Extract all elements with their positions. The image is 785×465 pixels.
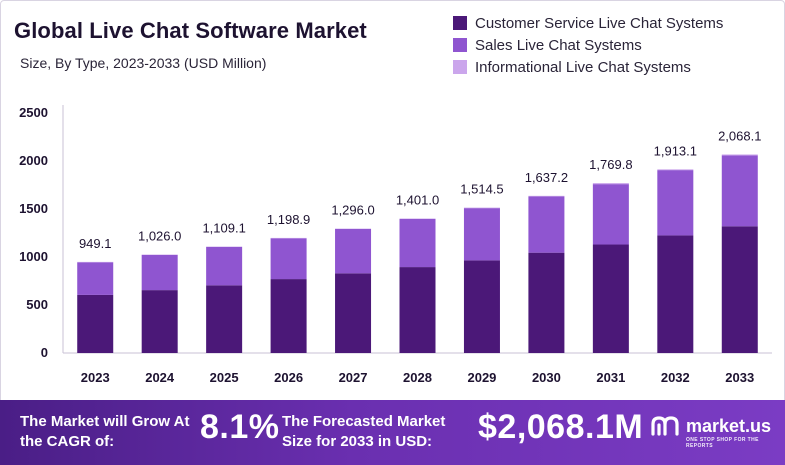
y-tick-label: 0 — [41, 345, 48, 360]
stacked-bar-chart: 0 500 1000 1500 2000 2500 949.1 2023 1,026.0 2024… — [19, 105, 772, 385]
legend-item-informational: Informational Live Chat Systems — [453, 56, 723, 78]
chart-title: Global Live Chat Software Market — [14, 18, 367, 43]
y-tick-label: 1000 — [19, 249, 48, 264]
bar-segment-informational — [592, 183, 629, 185]
bar-total-label: 1,637.2 — [525, 170, 568, 185]
brand-logo: market.us ONE STOP SHOP FOR THE REPORTS — [650, 414, 780, 449]
brand-tagline: ONE STOP SHOP FOR THE REPORTS — [686, 437, 759, 449]
bar-segment-sales — [463, 208, 500, 261]
bar-segment-sales — [528, 196, 565, 253]
x-tick-label: 2025 — [210, 370, 239, 385]
legend: Customer Service Live Chat Systems Sales… — [453, 12, 723, 78]
bar-segment-customer-service — [721, 226, 758, 353]
legend-label-informational: Informational Live Chat Systems — [475, 58, 691, 76]
bar-total-label: 2,068.1 — [718, 128, 761, 143]
y-tick-label: 1500 — [19, 201, 48, 216]
legend-item-sales: Sales Live Chat Systems — [453, 34, 723, 56]
x-tick-label: 2026 — [274, 370, 303, 385]
bar-segment-sales — [335, 228, 372, 274]
bar-total-label: 1,026.0 — [138, 229, 181, 244]
x-tick-label: 2024 — [145, 370, 175, 385]
bar-segment-customer-service — [463, 260, 500, 353]
bar-segment-informational — [463, 207, 500, 209]
legend-swatch-customer-service — [453, 16, 467, 30]
bar-total-label: 949.1 — [79, 236, 112, 251]
cagr-value: 8.1% — [200, 408, 280, 446]
x-tick-label: 2033 — [725, 370, 754, 385]
bar-segment-customer-service — [657, 235, 694, 353]
x-tick-label: 2027 — [339, 370, 368, 385]
bar-total-label: 1,514.5 — [460, 182, 503, 197]
footer-banner: The Market will Grow At the CAGR of: 8.1… — [0, 400, 785, 465]
forecast-caption: The Forecasted Market Size for 2033 in U… — [282, 413, 446, 450]
x-tick-label: 2031 — [596, 370, 625, 385]
bar-total-label: 1,296.0 — [331, 203, 374, 218]
bar-segment-sales — [270, 238, 307, 280]
x-tick-label: 2029 — [467, 370, 496, 385]
x-tick-label: 2030 — [532, 370, 561, 385]
brand-name: market.us — [686, 415, 772, 436]
bar-segment-customer-service — [206, 285, 243, 353]
bar-segment-customer-service — [592, 244, 629, 353]
market-us-logo-icon — [651, 416, 679, 436]
bar-segment-sales — [399, 218, 436, 268]
bar-total-label: 1,198.9 — [267, 212, 310, 227]
forecast-value: $2,068.1M — [478, 408, 644, 446]
bar-segment-informational — [721, 154, 758, 156]
bar-segment-sales — [657, 170, 694, 236]
x-tick-label: 2023 — [81, 370, 110, 385]
bar-total-label: 1,769.8 — [589, 157, 632, 172]
bar-segment-customer-service — [335, 273, 372, 353]
bar-total-label: 1,109.1 — [202, 221, 245, 236]
x-tick-label: 2028 — [403, 370, 432, 385]
chart-subtitle: Size, By Type, 2023-2033 (USD Million) — [20, 55, 267, 71]
bar-segment-sales — [721, 155, 758, 227]
y-tick-label: 2500 — [19, 105, 48, 120]
bar-segment-sales — [206, 246, 243, 286]
legend-item-customer-service: Customer Service Live Chat Systems — [453, 12, 723, 34]
bar-segment-sales — [592, 184, 629, 245]
legend-swatch-sales — [453, 38, 467, 52]
legend-label-customer-service: Customer Service Live Chat Systems — [475, 14, 724, 32]
y-tick-label: 500 — [26, 297, 48, 312]
bar-segment-customer-service — [77, 294, 114, 353]
bar-segment-sales — [141, 254, 178, 291]
legend-swatch-informational — [453, 60, 467, 74]
bar-segment-sales — [77, 262, 114, 295]
x-tick-label: 2032 — [661, 370, 690, 385]
bar-segment-customer-service — [141, 290, 178, 353]
bar-segment-customer-service — [399, 267, 436, 353]
bar-segment-customer-service — [528, 252, 565, 353]
bar-segment-customer-service — [270, 279, 307, 353]
bar-total-label: 1,913.1 — [654, 143, 697, 158]
legend-label-sales: Sales Live Chat Systems — [475, 36, 642, 54]
cagr-caption: The Market will Grow At the CAGR of: — [20, 413, 190, 450]
bar-segment-informational — [657, 169, 694, 171]
y-tick-label: 2000 — [19, 153, 48, 168]
bar-total-label: 1,401.0 — [396, 193, 439, 208]
